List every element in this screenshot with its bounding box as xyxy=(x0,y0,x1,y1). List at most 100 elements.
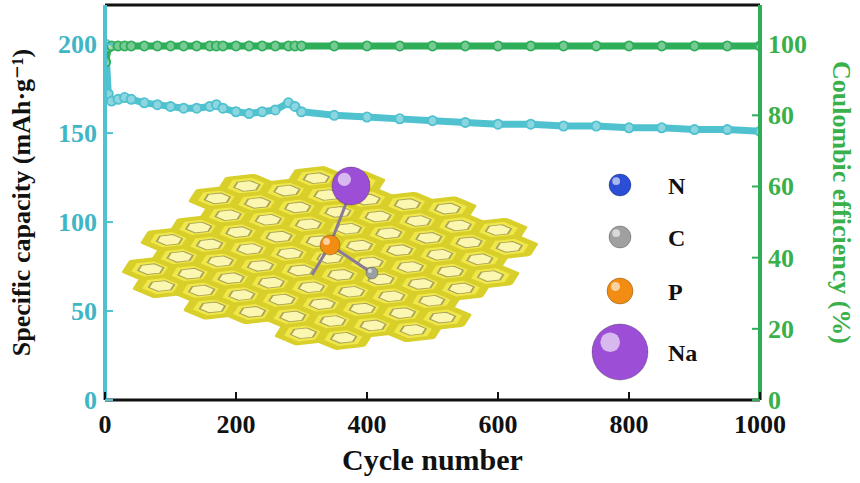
ring xyxy=(202,192,233,204)
y2-tick-label: 80 xyxy=(768,101,794,130)
y-tick xyxy=(105,310,113,312)
ring xyxy=(376,290,407,302)
series-marker xyxy=(428,116,437,125)
ring xyxy=(212,209,243,221)
ring xyxy=(266,293,297,305)
x-tick xyxy=(235,392,237,400)
series-marker xyxy=(271,105,280,114)
atom-p-shine xyxy=(323,238,330,245)
series-marker xyxy=(363,41,372,50)
ring xyxy=(344,240,375,252)
ring xyxy=(263,231,294,243)
ring xyxy=(146,280,177,292)
series-marker xyxy=(395,41,404,50)
ring xyxy=(277,310,308,322)
atom-label: N xyxy=(668,173,686,199)
ring xyxy=(245,260,276,272)
series-marker xyxy=(592,121,601,130)
legend-atom-shine xyxy=(612,229,620,237)
y-tick xyxy=(105,43,113,45)
x-tick-label: 400 xyxy=(348,410,387,439)
series-line xyxy=(106,44,760,131)
ring xyxy=(288,327,319,339)
series-marker xyxy=(179,41,188,50)
atom-label: Na xyxy=(668,340,697,366)
atom-na xyxy=(332,167,370,205)
legend-atom xyxy=(592,324,648,380)
ring xyxy=(464,253,495,265)
x-tick-label: 600 xyxy=(479,410,518,439)
ring xyxy=(427,312,458,324)
ring xyxy=(443,219,474,231)
series-marker xyxy=(127,41,136,50)
ring xyxy=(395,261,426,273)
y2-tick-label: 40 xyxy=(768,244,794,273)
series-marker xyxy=(494,41,503,50)
y-tick xyxy=(105,399,113,401)
series-marker xyxy=(218,104,227,113)
series-marker xyxy=(140,98,149,107)
ring xyxy=(226,289,257,301)
top-frame xyxy=(105,4,760,7)
ring xyxy=(242,197,273,209)
ring xyxy=(432,203,463,215)
ring xyxy=(194,238,225,250)
series-marker xyxy=(127,95,136,104)
y-tick xyxy=(105,132,113,134)
sheet-hex xyxy=(461,264,521,287)
series-marker xyxy=(363,113,372,122)
y-tick-label: 0 xyxy=(84,386,97,415)
ring xyxy=(336,286,367,298)
y2-tick xyxy=(752,399,760,401)
atom-n xyxy=(366,267,378,279)
ring xyxy=(362,210,393,222)
series-marker xyxy=(461,118,470,127)
series-marker xyxy=(140,41,149,50)
lattice xyxy=(78,151,583,365)
x-tick-label: 0 xyxy=(99,410,112,439)
series-marker xyxy=(153,41,162,50)
series-marker xyxy=(395,114,404,123)
atom-label: P xyxy=(668,279,683,305)
x-axis xyxy=(105,399,760,402)
y2-tick xyxy=(752,114,760,116)
series-marker xyxy=(330,111,339,120)
x-tick-label: 800 xyxy=(610,410,649,439)
ring xyxy=(347,303,378,315)
series-marker xyxy=(526,120,535,129)
ring xyxy=(186,284,217,296)
y2-axis xyxy=(758,5,762,400)
ring xyxy=(296,281,327,293)
ring xyxy=(234,243,265,255)
series-marker xyxy=(166,102,175,111)
x-tick xyxy=(759,392,761,400)
series-marker xyxy=(428,41,437,50)
series-marker xyxy=(526,41,535,50)
ring xyxy=(274,247,305,259)
ring xyxy=(405,278,436,290)
y2-axis-title: Coulombic efficiency (%) xyxy=(827,61,856,344)
ring xyxy=(392,198,423,210)
ring xyxy=(354,256,385,268)
y2-tick-label: 60 xyxy=(768,172,794,201)
legend-atom-shine xyxy=(611,282,620,291)
sheet-hex xyxy=(413,306,473,329)
series-marker xyxy=(690,41,699,50)
y-tick-label: 150 xyxy=(58,119,97,148)
ring xyxy=(317,315,348,327)
y2-tick-label: 0 xyxy=(768,386,781,415)
atom-p xyxy=(320,235,340,255)
ring xyxy=(223,226,254,238)
ring xyxy=(424,249,455,261)
x-tick-label: 200 xyxy=(217,410,256,439)
series-marker xyxy=(258,41,267,50)
atom-n-shine xyxy=(368,269,372,273)
ring xyxy=(183,221,214,233)
x-tick xyxy=(628,392,630,400)
atom-na-shine xyxy=(338,173,351,186)
y-tick-label: 200 xyxy=(58,30,97,59)
x-tick xyxy=(104,392,106,400)
ring xyxy=(446,282,477,294)
series-marker xyxy=(192,41,201,50)
ring xyxy=(325,269,356,281)
